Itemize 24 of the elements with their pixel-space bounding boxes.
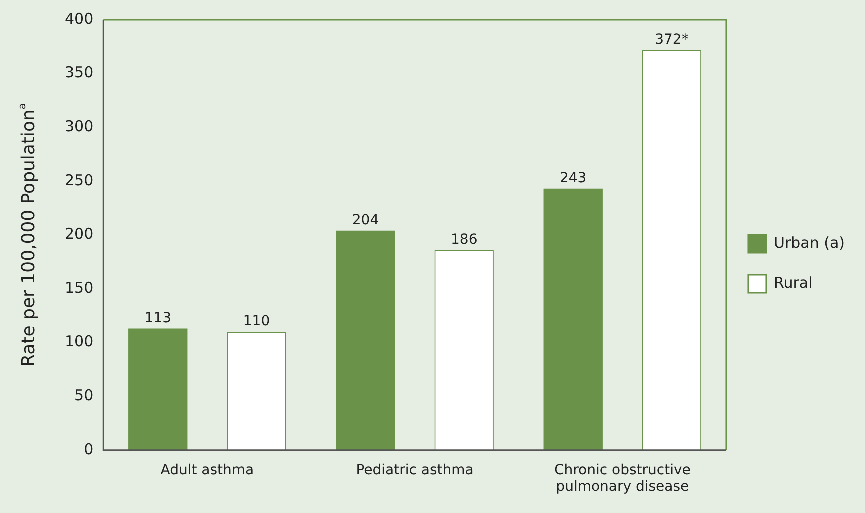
bar bbox=[336, 230, 396, 450]
y-tick-label: 100 bbox=[64, 332, 94, 351]
y-tick-label: 400 bbox=[64, 10, 94, 28]
y-axis-title: Rate per 100,000 Populationa bbox=[18, 103, 40, 367]
data-label: 372* bbox=[655, 32, 689, 48]
y-tick-label: 0 bbox=[84, 440, 94, 458]
legend-label: Rural bbox=[774, 274, 813, 292]
y-tick-label: 50 bbox=[74, 386, 94, 404]
data-label: 243 bbox=[560, 170, 587, 187]
y-tick-label: 350 bbox=[64, 64, 94, 82]
bar bbox=[544, 188, 603, 450]
data-label: 110 bbox=[243, 314, 270, 330]
legend-label: Urban (a) bbox=[774, 234, 845, 252]
bar bbox=[128, 328, 188, 450]
y-tick-label: 200 bbox=[64, 225, 94, 244]
x-tick-label: Chronic obstructive pulmonary disease bbox=[554, 462, 691, 496]
data-label: 204 bbox=[352, 212, 380, 229]
y-tick-label: 150 bbox=[64, 278, 94, 297]
y-tick-label: 300 bbox=[64, 117, 94, 136]
data-label: 113 bbox=[144, 310, 172, 326]
data-label: 186 bbox=[450, 232, 478, 248]
x-tick-label: Pediatric asthma bbox=[356, 462, 474, 478]
x-tick-label: Adult asthma bbox=[160, 462, 254, 478]
y-tick-label: 250 bbox=[64, 171, 94, 190]
